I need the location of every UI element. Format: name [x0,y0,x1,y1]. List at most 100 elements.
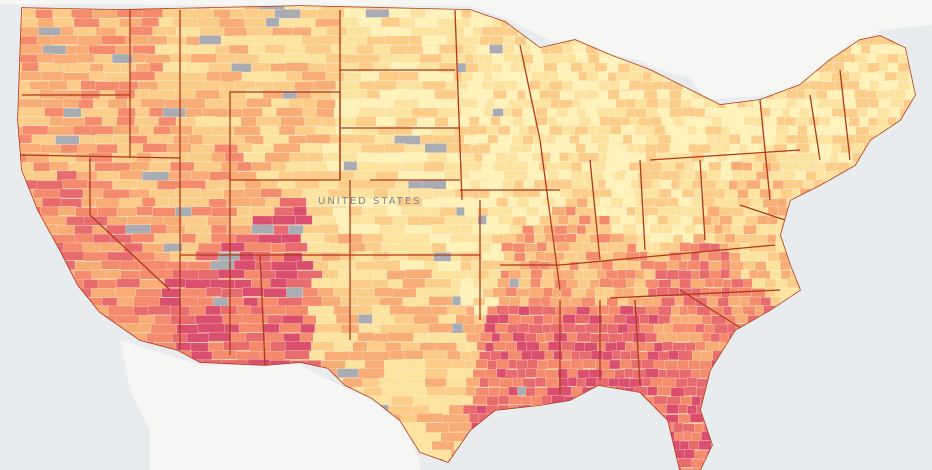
county-tile[interactable] [913,341,927,351]
county-tile[interactable] [303,224,320,235]
county-tile[interactable] [272,81,296,91]
county-tile[interactable] [645,279,660,289]
county-tile[interactable] [106,251,135,262]
county-tile[interactable] [682,423,696,433]
county-tile[interactable] [672,117,686,127]
county-tile[interactable] [732,359,743,370]
county-tile[interactable] [527,170,539,180]
county-tile[interactable] [737,333,749,343]
county-tile[interactable] [594,206,605,217]
county-tile[interactable] [19,324,37,334]
county-tile[interactable] [900,206,914,221]
county-tile[interactable] [860,324,874,334]
county-tile[interactable] [731,170,745,180]
county-tile[interactable] [93,350,119,364]
county-tile[interactable] [382,387,410,397]
county-tile[interactable] [460,17,471,27]
county-tile[interactable] [845,53,857,64]
county-tile[interactable] [284,0,303,9]
county-tile[interactable] [862,333,873,343]
county-tile[interactable] [816,233,829,247]
county-tile[interactable] [674,296,685,306]
county-tile[interactable] [91,269,107,280]
county-tile[interactable] [72,458,89,469]
county-tile[interactable] [517,90,527,100]
county-tile[interactable] [630,71,644,81]
county-tile[interactable] [678,404,689,414]
county-tile[interactable] [808,198,823,208]
county-tile[interactable] [399,359,427,369]
county-tile[interactable] [785,134,798,145]
county-tile[interactable] [542,314,554,325]
county-tile[interactable] [764,279,777,289]
county-tile[interactable] [613,441,626,451]
county-tile[interactable] [601,458,616,469]
county-tile[interactable] [602,171,616,181]
county-tile[interactable] [305,134,332,144]
county-tile[interactable] [755,440,770,450]
county-tile[interactable] [129,26,154,36]
county-tile[interactable] [581,297,596,307]
county-tile[interactable] [865,458,879,470]
county-tile[interactable] [906,405,920,415]
county-tile[interactable] [744,386,755,397]
county-tile[interactable] [450,252,462,262]
county-tile[interactable] [439,395,464,405]
county-tile[interactable] [864,279,878,289]
county-tile[interactable] [54,387,82,397]
county-tile[interactable] [606,432,619,446]
county-tile[interactable] [719,387,734,397]
county-tile[interactable] [721,359,734,373]
county-tile[interactable] [145,54,172,64]
county-tile[interactable] [284,350,311,360]
county-tile[interactable] [55,395,78,406]
county-tile[interactable] [0,54,21,64]
county-tile[interactable] [148,107,164,117]
county-tile[interactable] [33,188,61,199]
county-tile[interactable] [837,188,849,202]
county-tile[interactable] [863,432,874,442]
county-tile[interactable] [813,252,828,262]
county-tile[interactable] [193,197,210,207]
county-tile[interactable] [661,449,673,460]
county-tile[interactable] [396,80,424,91]
county-tile[interactable] [584,89,600,99]
county-tile[interactable] [862,449,877,459]
county-tile[interactable] [783,315,799,329]
county-tile[interactable] [129,188,151,199]
county-tile[interactable] [553,225,569,235]
county-tile[interactable] [596,431,608,441]
county-tile[interactable] [896,251,912,261]
county-tile[interactable] [566,432,580,446]
county-tile[interactable] [319,179,339,190]
county-tile[interactable] [129,71,156,81]
county-tile[interactable] [17,314,44,329]
county-tile[interactable] [627,449,640,463]
county-tile[interactable] [628,80,643,90]
county-tile[interactable] [581,440,594,450]
county-tile[interactable] [388,279,404,289]
county-tile[interactable] [853,458,868,469]
county-tile[interactable] [747,368,759,379]
county-tile[interactable] [576,332,592,342]
county-tile[interactable] [307,152,325,162]
county-tile[interactable] [875,377,886,387]
county-tile[interactable] [730,261,745,271]
county-tile[interactable] [525,368,538,378]
county-tile[interactable] [479,332,493,342]
county-tile[interactable] [121,332,148,343]
county-tile[interactable] [242,107,264,118]
county-tile[interactable] [498,215,514,225]
county-tile[interactable] [578,71,588,82]
county-tile[interactable] [893,386,907,396]
county-tile[interactable] [687,305,698,315]
county-tile[interactable] [810,387,826,397]
county-tile[interactable] [385,108,413,118]
county-tile[interactable] [548,81,564,91]
county-tile[interactable] [567,107,578,117]
county-tile[interactable] [699,269,711,280]
county-tile[interactable] [394,125,414,135]
county-tile[interactable] [851,260,863,270]
county-tile[interactable] [384,369,400,379]
county-tile[interactable] [389,45,408,55]
